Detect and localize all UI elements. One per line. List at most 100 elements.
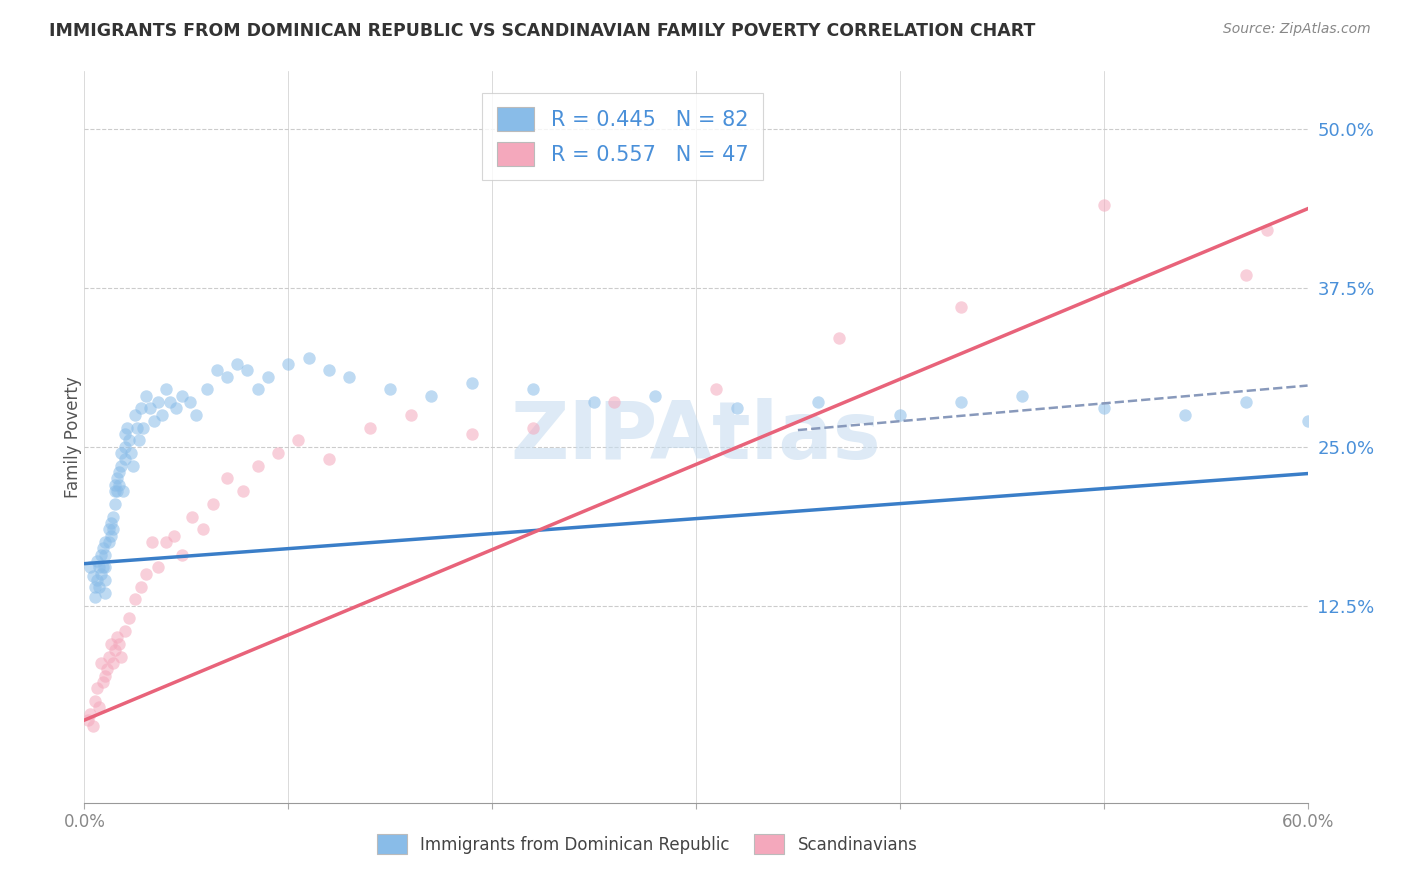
Point <box>93 668 115 682</box>
Point <box>82 719 104 733</box>
Point <box>90 548 112 562</box>
Text: IMMIGRANTS FROM DOMINICAN REPUBLIC VS SCANDINAVIAN FAMILY POVERTY CORRELATION CH: IMMIGRANTS FROM DOMINICAN REPUBLIC VS SC… <box>49 22 1036 40</box>
Point <box>339 369 361 384</box>
Point <box>114 426 136 441</box>
Point <box>205 363 228 377</box>
Point <box>232 484 254 499</box>
Text: ZIPAtlas: ZIPAtlas <box>510 398 882 476</box>
Point <box>603 395 626 409</box>
Point <box>201 497 224 511</box>
Point <box>159 395 181 409</box>
Point <box>104 497 127 511</box>
Text: Source: ZipAtlas.com: Source: ZipAtlas.com <box>1223 22 1371 37</box>
Point <box>115 420 138 434</box>
Point <box>100 529 122 543</box>
Point <box>110 649 132 664</box>
Point <box>127 420 149 434</box>
Point <box>124 592 146 607</box>
Point <box>461 426 484 441</box>
Point <box>79 560 101 574</box>
Point <box>828 331 851 345</box>
Point <box>87 580 110 594</box>
Point <box>105 471 128 485</box>
Point <box>93 573 115 587</box>
Point <box>217 369 239 384</box>
Point <box>950 395 973 409</box>
Point <box>644 389 666 403</box>
Point <box>93 586 115 600</box>
Point <box>186 408 208 422</box>
Point <box>135 389 157 403</box>
Point <box>118 434 141 448</box>
Point <box>380 383 402 397</box>
Point <box>114 452 136 467</box>
Point <box>146 395 169 409</box>
Point <box>163 529 186 543</box>
Point <box>141 535 163 549</box>
Point <box>131 580 153 594</box>
Legend: Immigrants from Dominican Republic, Scandinavians: Immigrants from Dominican Republic, Scan… <box>370 828 924 860</box>
Point <box>522 420 544 434</box>
Point <box>112 484 135 499</box>
Point <box>142 414 165 428</box>
Point <box>87 700 110 714</box>
Point <box>172 389 194 403</box>
Point <box>110 446 132 460</box>
Point <box>90 656 112 670</box>
Point <box>165 401 187 416</box>
Point <box>100 637 122 651</box>
Point <box>79 706 101 721</box>
Point <box>583 395 606 409</box>
Point <box>155 383 177 397</box>
Point <box>100 516 122 530</box>
Point <box>91 675 114 690</box>
Point <box>101 656 124 670</box>
Point <box>108 465 131 479</box>
Point <box>124 408 146 422</box>
Point <box>86 681 108 696</box>
Point <box>86 554 108 568</box>
Point <box>105 484 128 499</box>
Point <box>131 401 153 416</box>
Point <box>91 541 114 556</box>
Point <box>318 452 340 467</box>
Point <box>128 434 150 448</box>
Point <box>114 440 136 454</box>
Point <box>97 522 120 536</box>
Point <box>1256 223 1278 237</box>
Point <box>950 300 973 314</box>
Point <box>82 569 104 583</box>
Point <box>420 389 443 403</box>
Point <box>93 560 115 574</box>
Point <box>122 458 145 473</box>
Point <box>1236 395 1258 409</box>
Point <box>172 548 194 562</box>
Point <box>90 566 112 581</box>
Point <box>226 357 249 371</box>
Point <box>179 395 201 409</box>
Point <box>399 408 422 422</box>
Point <box>1174 408 1197 422</box>
Point <box>97 649 120 664</box>
Point <box>108 637 131 651</box>
Point <box>101 522 124 536</box>
Point <box>277 357 299 371</box>
Point <box>1092 198 1115 212</box>
Point <box>120 446 142 460</box>
Point <box>110 458 132 473</box>
Point <box>104 484 127 499</box>
Point <box>1236 268 1258 282</box>
Point <box>155 535 177 549</box>
Point <box>114 624 136 638</box>
Point <box>146 560 169 574</box>
Point <box>1296 414 1319 428</box>
Point <box>93 548 115 562</box>
Point <box>83 580 105 594</box>
Point <box>77 713 100 727</box>
Point <box>522 383 544 397</box>
Point <box>1092 401 1115 416</box>
Point <box>287 434 309 448</box>
Point <box>150 408 173 422</box>
Point <box>298 351 321 365</box>
Point <box>267 446 290 460</box>
